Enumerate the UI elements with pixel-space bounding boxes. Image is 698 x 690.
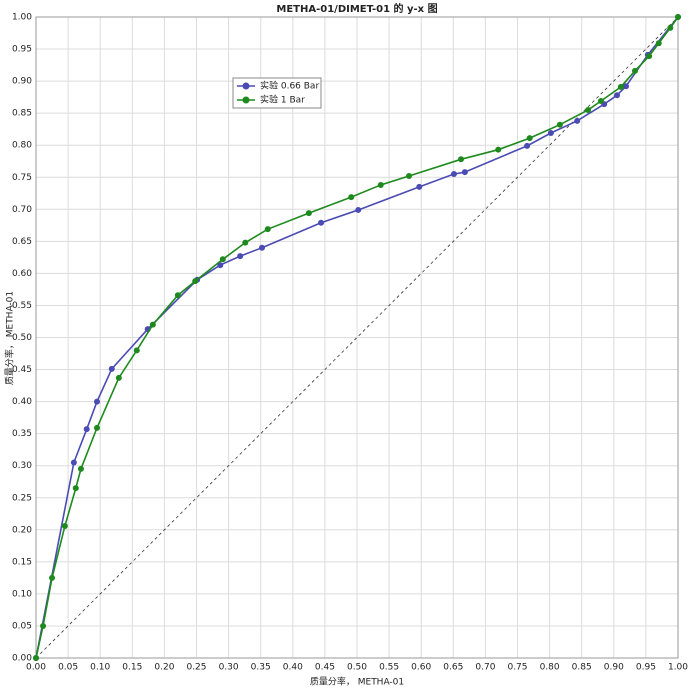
data-point <box>318 219 325 226</box>
x-tick-label: 0.15 <box>122 663 142 673</box>
x-tick-label: 0.30 <box>219 663 239 673</box>
y-tick-label: 0.00 <box>12 654 32 664</box>
data-point <box>406 172 413 179</box>
data-point <box>237 253 244 260</box>
x-tick-label: 0.45 <box>315 663 335 673</box>
data-point <box>614 92 621 99</box>
x-tick-label: 0.05 <box>58 663 78 673</box>
data-point <box>108 365 115 372</box>
y-tick-label: 0.45 <box>12 365 32 375</box>
y-tick-label: 0.50 <box>12 333 32 343</box>
data-point <box>597 97 604 104</box>
x-tick-label: 0.85 <box>572 663 592 673</box>
x-tick-label: 0.25 <box>186 663 206 673</box>
x-tick-label: 0.20 <box>154 663 174 673</box>
data-point <box>77 465 84 472</box>
data-point <box>585 106 592 113</box>
legend-label: 实验 0.66 Bar <box>260 80 319 92</box>
y-tick-label: 0.20 <box>12 525 32 535</box>
legend-marker <box>242 82 250 90</box>
legend-label: 实验 1 Bar <box>260 94 305 106</box>
y-tick-label: 0.40 <box>12 397 32 407</box>
data-point <box>264 226 271 233</box>
y-tick-label: 0.90 <box>12 77 32 87</box>
data-point <box>355 206 362 213</box>
x-tick-label: 0.35 <box>251 663 271 673</box>
chart-title: METHA-01/DIMET-01 的 y-x 图 <box>276 2 437 15</box>
legend-marker <box>242 96 250 104</box>
data-point <box>242 239 249 246</box>
data-point <box>133 347 140 354</box>
x-tick-label: 0.65 <box>443 663 463 673</box>
data-point <box>115 374 122 381</box>
data-point <box>49 574 56 581</box>
data-point <box>646 53 653 60</box>
data-point <box>348 194 355 201</box>
y-tick-label: 0.35 <box>12 429 32 439</box>
data-point <box>93 398 100 405</box>
data-point <box>547 130 554 137</box>
data-point <box>526 135 533 142</box>
y-tick-label: 0.15 <box>12 557 32 567</box>
x-tick-label: 0.80 <box>540 663 560 673</box>
data-point <box>149 321 156 328</box>
data-point <box>377 181 384 188</box>
data-point <box>305 210 312 217</box>
x-tick-label: 1.00 <box>668 663 688 673</box>
y-tick-label: 0.30 <box>12 461 32 471</box>
data-point <box>495 146 502 153</box>
data-point <box>675 14 681 20</box>
data-point <box>70 459 77 466</box>
x-tick-label: 0.55 <box>379 663 399 673</box>
data-point <box>631 67 638 74</box>
x-tick-label: 0.00 <box>26 663 46 673</box>
y-tick-label: 0.05 <box>12 621 32 631</box>
y-tick-label: 0.75 <box>12 173 32 183</box>
data-point <box>72 485 79 492</box>
data-point <box>617 83 624 90</box>
y-tick-label: 0.80 <box>12 141 32 151</box>
y-tick-label: 0.60 <box>12 269 32 279</box>
y-tick-label: 0.55 <box>12 301 32 311</box>
data-point <box>461 169 468 176</box>
x-tick-label: 0.95 <box>636 663 656 673</box>
data-point <box>93 424 100 431</box>
data-point <box>458 156 465 163</box>
x-tick-label: 0.90 <box>604 663 624 673</box>
x-tick-label: 0.60 <box>411 663 431 673</box>
x-tick-label: 0.70 <box>475 663 495 673</box>
data-point <box>556 121 563 128</box>
data-point <box>258 244 265 251</box>
x-tick-label: 0.10 <box>90 663 110 673</box>
data-point <box>61 522 68 529</box>
data-point <box>40 622 47 629</box>
y-tick-label: 0.10 <box>12 589 32 599</box>
data-point <box>416 183 423 190</box>
y-tick-label: 0.85 <box>12 109 32 119</box>
data-point <box>174 292 181 299</box>
y-axis-label: 质量分率， METHA-01 <box>4 291 16 385</box>
data-point <box>219 256 226 263</box>
y-tick-label: 0.25 <box>12 493 32 503</box>
data-point <box>83 426 90 433</box>
y-tick-label: 0.70 <box>12 205 32 215</box>
x-tick-label: 0.40 <box>283 663 303 673</box>
data-point <box>622 83 629 90</box>
data-point <box>217 262 224 269</box>
data-point <box>33 655 39 661</box>
y-tick-label: 0.65 <box>12 237 32 247</box>
y-tick-label: 0.95 <box>12 45 32 55</box>
data-point <box>667 24 674 31</box>
x-tick-label: 0.50 <box>347 663 367 673</box>
plot-border <box>35 16 679 659</box>
data-point <box>655 40 662 47</box>
data-point <box>574 117 581 124</box>
data-point <box>450 171 457 178</box>
x-axis-label: 质量分率， METHA-01 <box>310 676 404 688</box>
data-point <box>524 142 531 149</box>
x-tick-label: 0.75 <box>507 663 527 673</box>
y-tick-label: 1.00 <box>12 13 32 23</box>
data-point <box>192 278 199 285</box>
